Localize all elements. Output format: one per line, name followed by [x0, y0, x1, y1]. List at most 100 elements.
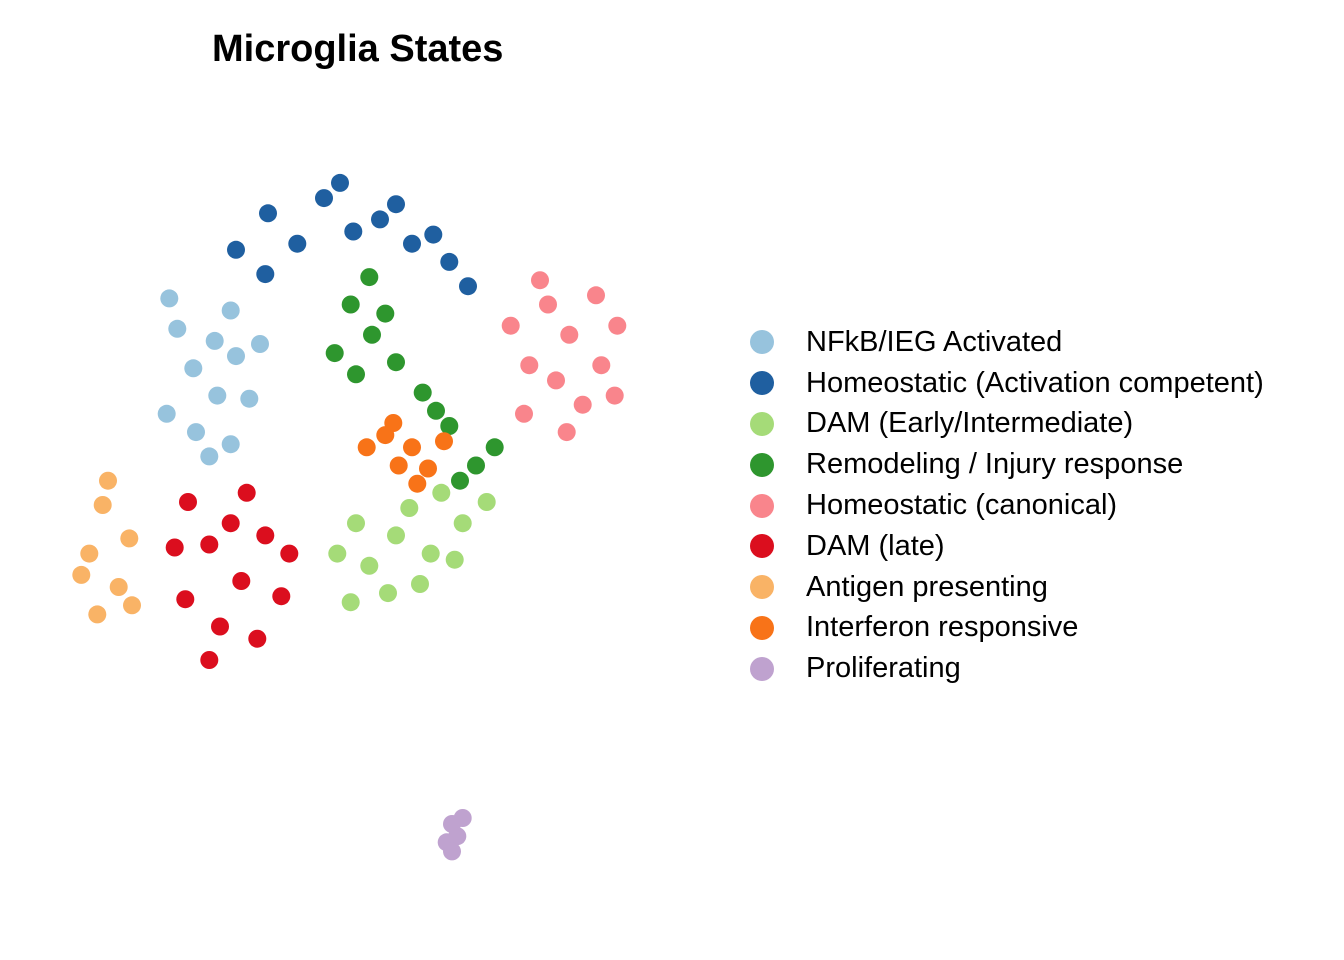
data-point [99, 471, 117, 490]
data-point [157, 404, 176, 423]
data-point [408, 474, 427, 493]
data-point [501, 316, 520, 335]
data-point [221, 435, 240, 454]
legend-label: Antigen presenting [806, 570, 1048, 603]
data-point [387, 526, 405, 545]
legend-label: Remodeling / Injury response [806, 448, 1184, 481]
legend-key [750, 615, 774, 640]
legend-key [750, 493, 774, 518]
data-point [557, 423, 576, 442]
data-point [344, 222, 363, 241]
legend-key [750, 575, 774, 600]
data-point [453, 514, 472, 533]
legend-item: Interferon responsive [750, 608, 1264, 649]
data-point [93, 496, 112, 514]
data-point [403, 234, 421, 253]
data-point [232, 572, 251, 590]
data-point [205, 331, 224, 350]
data-point [432, 483, 451, 502]
data-point [328, 544, 347, 563]
series-4 [501, 271, 627, 442]
data-point [259, 204, 277, 223]
series-7 [357, 414, 453, 493]
data-point [608, 316, 627, 335]
data-point [109, 578, 128, 596]
data-point [221, 301, 240, 320]
data-point [363, 325, 381, 344]
data-point [179, 493, 197, 511]
data-point [440, 252, 459, 271]
data-point [168, 319, 187, 338]
data-point [379, 584, 397, 603]
legend: NFkB/IEG Activated Homeostatic (Activatio… [750, 322, 1264, 689]
data-point [440, 417, 459, 435]
legend-item: Antigen presenting [750, 567, 1264, 608]
data-point [240, 389, 259, 408]
series-2 [328, 483, 496, 612]
data-point [605, 386, 624, 405]
data-point [123, 596, 141, 615]
legend-label: NFkB/IEG Activated [806, 325, 1063, 358]
data-point [120, 529, 139, 548]
data-point [413, 383, 432, 402]
data-point [485, 438, 504, 457]
data-point [411, 575, 429, 593]
legend-key [750, 411, 774, 436]
data-point [387, 195, 405, 214]
data-point [200, 447, 219, 466]
data-point [520, 356, 539, 375]
legend-item: Proliferating [750, 648, 1264, 689]
data-point [592, 356, 611, 375]
data-point [237, 483, 256, 502]
data-point [539, 295, 557, 314]
data-point [360, 268, 379, 287]
legend-item: DAM (Early/Intermediate) [750, 404, 1264, 445]
data-point [315, 189, 333, 208]
series-3 [325, 268, 504, 490]
data-point [165, 538, 184, 557]
legend-label: Homeostatic (Activation competent) [806, 366, 1264, 399]
legend-item: Remodeling / Injury response [750, 444, 1264, 485]
data-point [424, 225, 443, 244]
data-point [280, 544, 299, 563]
data-point [443, 842, 461, 861]
series-1 [227, 173, 477, 296]
data-point [547, 371, 565, 390]
data-point [459, 277, 477, 296]
data-point [587, 286, 605, 305]
legend-item: NFkB/IEG Activated [750, 322, 1264, 363]
series-0 [157, 289, 269, 466]
data-point [421, 544, 440, 563]
legend-key [750, 656, 774, 681]
chart-title: Microglia States [212, 28, 504, 70]
data-point [360, 556, 379, 575]
data-point [371, 210, 389, 229]
series-6 [72, 471, 141, 624]
data-point [251, 335, 269, 353]
legend-key [750, 452, 774, 477]
data-point [341, 295, 360, 314]
data-point [515, 404, 533, 423]
data-point [227, 240, 245, 259]
data-point [256, 265, 275, 284]
data-point [419, 459, 437, 478]
data-point [435, 432, 453, 451]
data-point [331, 173, 349, 192]
data-point [208, 386, 227, 405]
data-point [387, 353, 405, 372]
legend-key [750, 330, 774, 355]
data-point [341, 593, 360, 612]
data-point [531, 271, 549, 290]
data-point [325, 344, 344, 363]
data-point [160, 289, 179, 308]
legend-label: Interferon responsive [806, 611, 1079, 644]
data-point [347, 365, 365, 384]
legend-item: DAM (late) [750, 526, 1264, 567]
data-point [72, 565, 91, 584]
data-point [272, 587, 291, 606]
legend-item: Homeostatic (canonical) [750, 485, 1264, 526]
data-point [227, 347, 245, 366]
data-point [403, 438, 421, 457]
